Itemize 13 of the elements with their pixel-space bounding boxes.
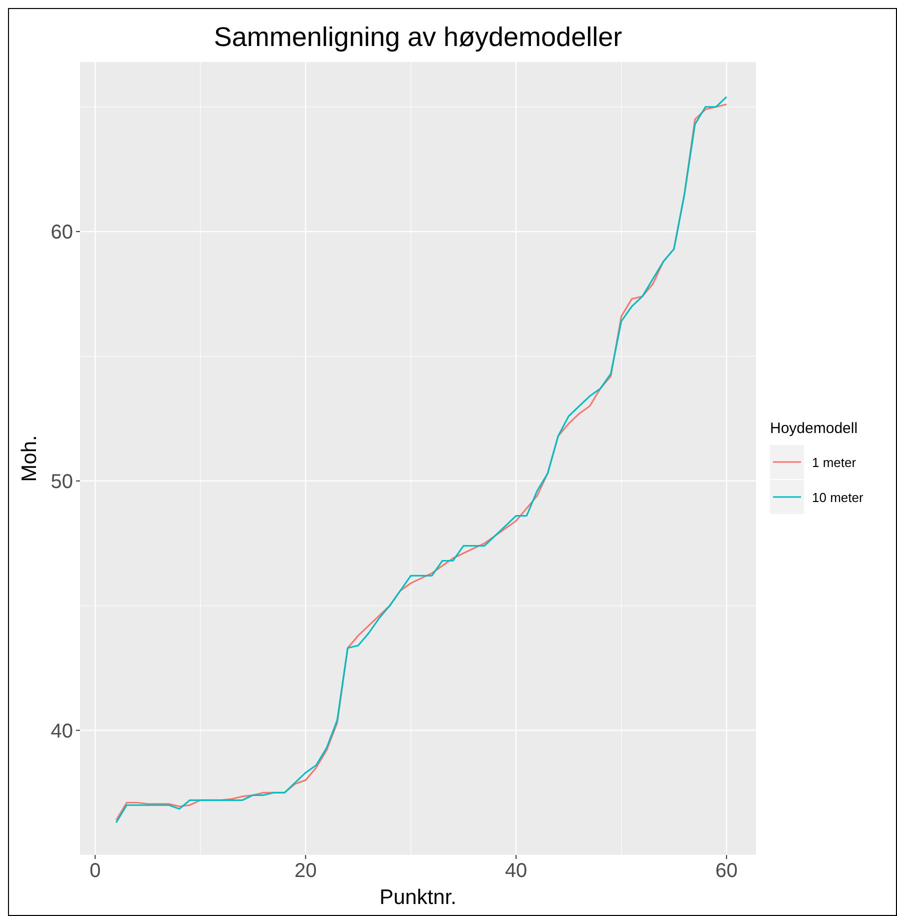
x-tick-label: 0 — [90, 860, 101, 882]
legend-label: 1 meter — [812, 455, 857, 470]
x-tick-label: 40 — [504, 860, 528, 882]
chart-title: Sammenligning av høydemodeller — [214, 22, 622, 52]
y-tick-label: 50 — [50, 470, 73, 493]
y-axis-title: Moh. — [18, 435, 41, 482]
x-tick-label: 20 — [294, 860, 317, 882]
y-tick-label: 60 — [50, 222, 73, 244]
y-tick-label: 40 — [50, 720, 73, 742]
legend-label: 10 meter — [812, 490, 864, 505]
x-tick-label: 60 — [715, 860, 738, 882]
x-axis-title: Punktnr. — [379, 886, 457, 909]
legend-title: Hoydemodell — [770, 420, 858, 437]
